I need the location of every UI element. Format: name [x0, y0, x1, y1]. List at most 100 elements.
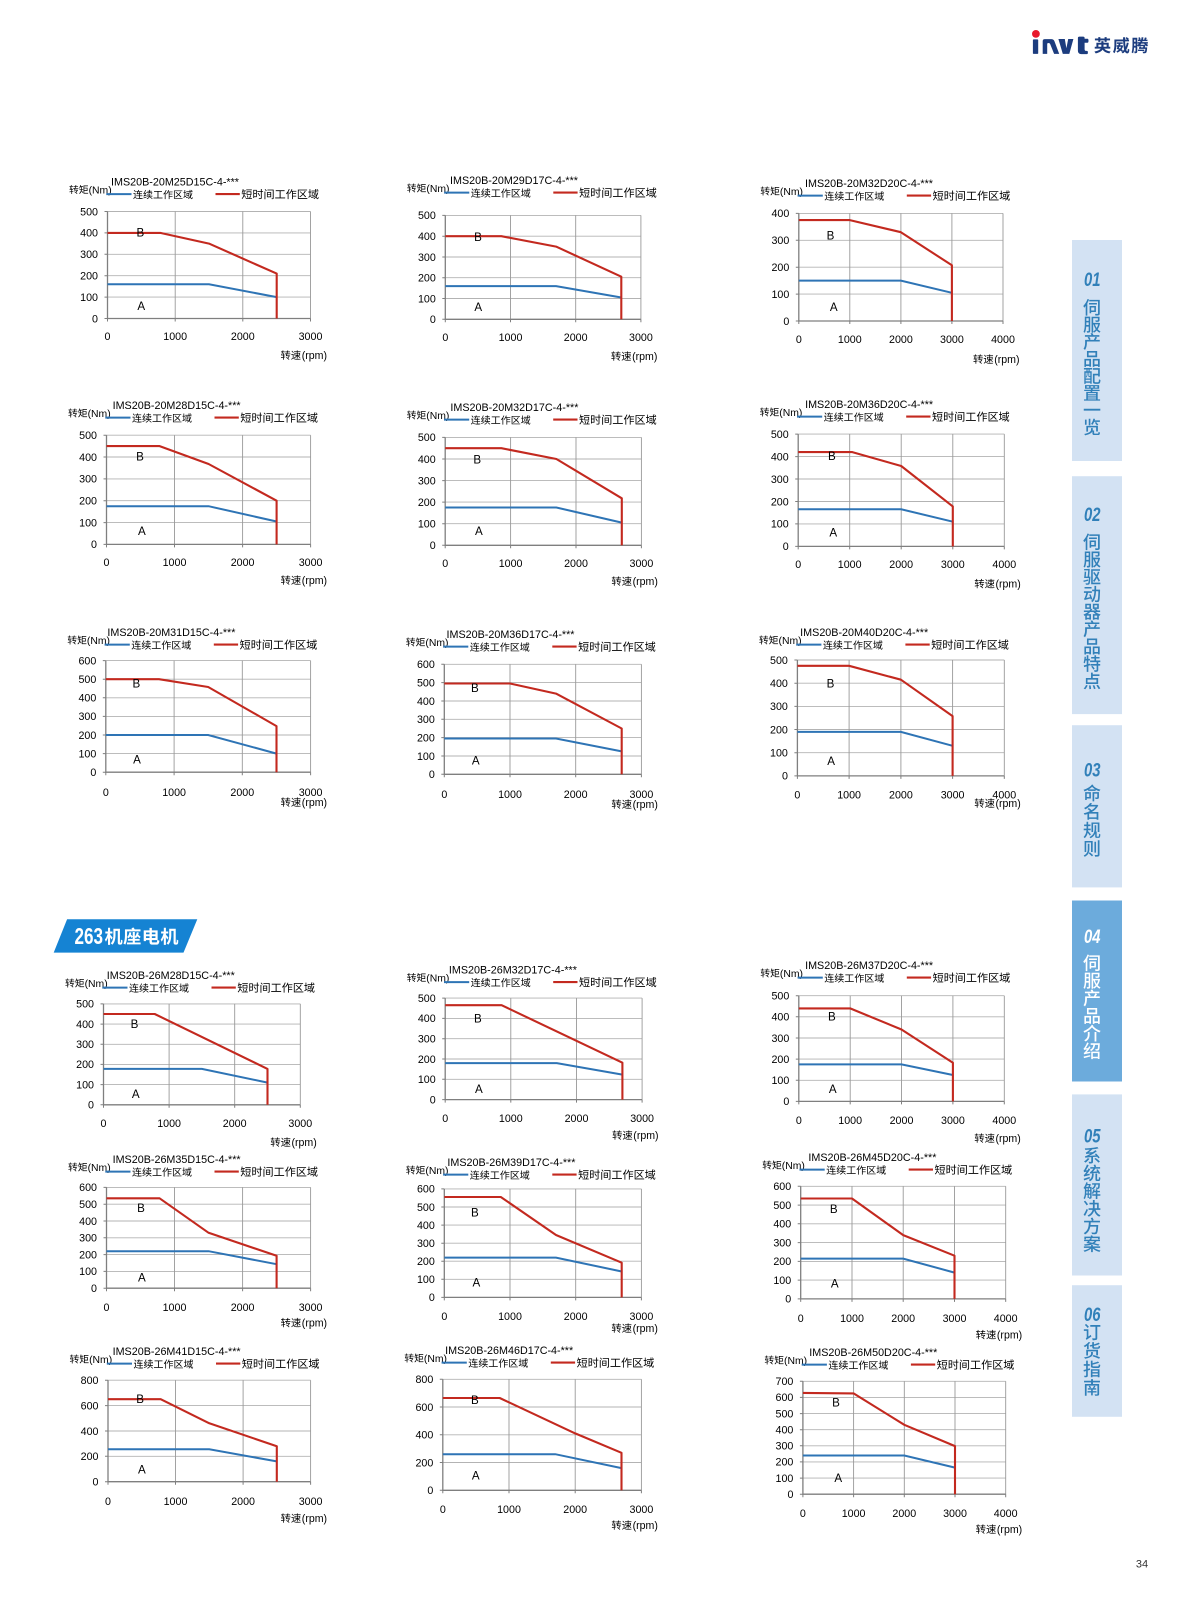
- svg-text:0: 0: [91, 539, 97, 551]
- svg-text:200: 200: [79, 496, 97, 508]
- svg-text:400: 400: [417, 1220, 435, 1232]
- svg-text:0: 0: [105, 1496, 111, 1508]
- svg-text:0: 0: [442, 332, 448, 344]
- svg-text:100: 100: [418, 519, 436, 531]
- svg-text:2000: 2000: [230, 787, 254, 799]
- svg-text:IMS20B-26M35D15C-4-***: IMS20B-26M35D15C-4-***: [113, 1154, 241, 1166]
- svg-text:200: 200: [418, 497, 436, 509]
- svg-text:300: 300: [776, 1441, 794, 1453]
- svg-text:1000: 1000: [163, 1302, 187, 1314]
- svg-text:3000: 3000: [630, 1504, 654, 1516]
- svg-text:300: 300: [773, 1237, 791, 1249]
- svg-text:B: B: [827, 230, 835, 243]
- svg-text:3000: 3000: [940, 334, 964, 346]
- svg-text:1000: 1000: [838, 334, 862, 346]
- svg-text:400: 400: [418, 231, 436, 243]
- svg-text:0: 0: [92, 313, 98, 325]
- svg-text:100: 100: [80, 292, 98, 304]
- svg-text:400: 400: [771, 451, 789, 463]
- svg-text:0: 0: [782, 771, 788, 783]
- svg-text:IMS20B-26M45D20C-4-***: IMS20B-26M45D20C-4-***: [808, 1152, 936, 1164]
- svg-text:3000: 3000: [288, 1118, 312, 1130]
- svg-text:500: 500: [771, 429, 789, 441]
- svg-text:4000: 4000: [991, 334, 1015, 346]
- svg-text:100: 100: [79, 1266, 97, 1278]
- svg-text:3000: 3000: [630, 1311, 654, 1323]
- svg-text:A: A: [137, 300, 145, 313]
- svg-text:200: 200: [78, 730, 96, 742]
- svg-text:400: 400: [771, 208, 789, 220]
- svg-text:34: 34: [1136, 1558, 1148, 1570]
- svg-text:IMS20B-26M37D20C-4-***: IMS20B-26M37D20C-4-***: [805, 960, 933, 972]
- svg-text:IMS20B-20M28D15C-4-***: IMS20B-20M28D15C-4-***: [113, 400, 241, 412]
- svg-text:B: B: [471, 1206, 479, 1219]
- svg-text:0: 0: [90, 767, 96, 779]
- svg-text:0: 0: [794, 790, 800, 802]
- svg-text:2000: 2000: [890, 1115, 914, 1127]
- svg-text:0: 0: [441, 1311, 447, 1323]
- svg-text:IMS20B-26M46D17C-4-***: IMS20B-26M46D17C-4-***: [445, 1345, 573, 1357]
- svg-text:1000: 1000: [499, 558, 523, 570]
- svg-text:A: A: [827, 755, 835, 768]
- svg-text:2000: 2000: [564, 789, 588, 801]
- svg-text:300: 300: [78, 711, 96, 723]
- svg-text:IMS20B-20M36D17C-4-***: IMS20B-20M36D17C-4-***: [447, 629, 575, 641]
- svg-text:500: 500: [770, 655, 788, 667]
- svg-text:0: 0: [442, 558, 448, 570]
- svg-text:B: B: [131, 1018, 139, 1031]
- svg-text:A: A: [472, 1470, 480, 1483]
- svg-text:2000: 2000: [889, 559, 913, 571]
- svg-text:B: B: [828, 450, 836, 463]
- svg-text:600: 600: [776, 1392, 794, 1404]
- svg-text:0: 0: [441, 789, 447, 801]
- svg-text:0: 0: [783, 316, 789, 328]
- svg-text:300: 300: [80, 249, 98, 261]
- svg-text:0: 0: [427, 1485, 433, 1497]
- svg-text:IMS20B-26M50D20C-4-***: IMS20B-26M50D20C-4-***: [809, 1347, 937, 1359]
- svg-text:200: 200: [76, 1059, 94, 1071]
- svg-text:500: 500: [417, 1202, 435, 1214]
- svg-text:500: 500: [771, 991, 789, 1003]
- svg-text:IMS20B-26M32D17C-4-***: IMS20B-26M32D17C-4-***: [449, 965, 577, 977]
- svg-text:300: 300: [417, 1238, 435, 1250]
- svg-text:0: 0: [783, 541, 789, 553]
- svg-text:0: 0: [103, 787, 109, 799]
- svg-text:A: A: [472, 755, 480, 768]
- svg-text:1000: 1000: [499, 1113, 523, 1125]
- svg-text:1000: 1000: [163, 557, 187, 569]
- svg-text:B: B: [137, 1202, 145, 1215]
- svg-text:A: A: [475, 525, 483, 538]
- svg-text:600: 600: [78, 655, 96, 667]
- svg-text:3000: 3000: [299, 331, 323, 343]
- svg-text:IMS20B-20M31D15C-4-***: IMS20B-20M31D15C-4-***: [107, 627, 235, 639]
- svg-text:A: A: [138, 1272, 146, 1285]
- svg-text:0: 0: [430, 314, 436, 326]
- svg-text:400: 400: [76, 1019, 94, 1031]
- svg-text:1000: 1000: [842, 1508, 866, 1520]
- svg-text:2000: 2000: [891, 1313, 915, 1325]
- svg-text:300: 300: [418, 252, 436, 264]
- svg-text:0: 0: [440, 1504, 446, 1516]
- svg-text:500: 500: [418, 210, 436, 222]
- svg-text:B: B: [137, 226, 145, 239]
- svg-text:200: 200: [771, 496, 789, 508]
- svg-text:100: 100: [776, 1473, 794, 1485]
- svg-text:100: 100: [771, 289, 789, 301]
- svg-text:1000: 1000: [162, 787, 186, 799]
- svg-text:1000: 1000: [838, 1115, 862, 1127]
- svg-text:300: 300: [771, 474, 789, 486]
- svg-text:B: B: [471, 682, 479, 695]
- svg-text:0: 0: [430, 1094, 436, 1106]
- svg-text:500: 500: [417, 677, 435, 689]
- svg-text:500: 500: [776, 1408, 794, 1420]
- svg-text:4000: 4000: [994, 1313, 1018, 1325]
- svg-text:200: 200: [415, 1457, 433, 1469]
- svg-text:500: 500: [80, 206, 98, 218]
- svg-text:0: 0: [785, 1294, 791, 1306]
- svg-text:B: B: [136, 1393, 144, 1406]
- svg-text:0: 0: [104, 1302, 110, 1314]
- svg-text:200: 200: [81, 1451, 99, 1463]
- svg-text:200: 200: [771, 1054, 789, 1066]
- svg-text:03: 03: [1084, 761, 1101, 782]
- svg-text:100: 100: [773, 1275, 791, 1287]
